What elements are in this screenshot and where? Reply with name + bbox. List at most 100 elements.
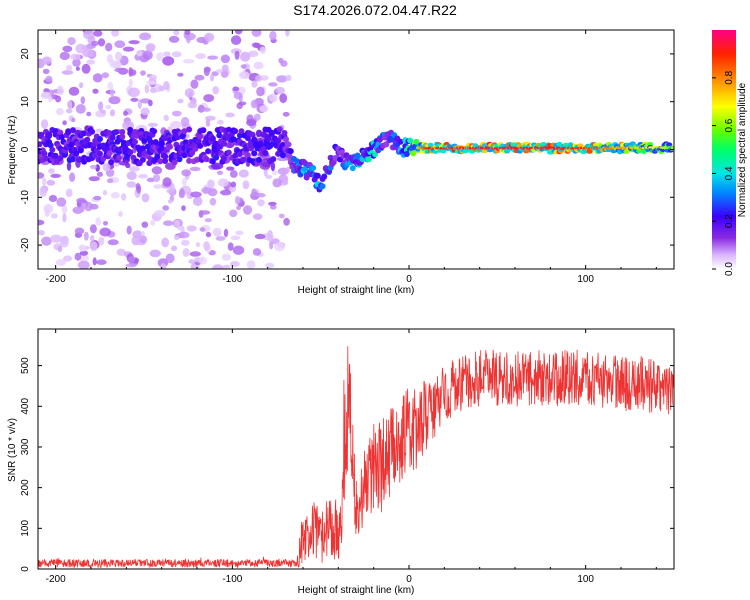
spectrogram-cell (97, 150, 103, 157)
spectrogram-speckle (56, 107, 64, 116)
spectrogram-speckle (92, 88, 99, 94)
spectrogram-speckle (182, 248, 190, 257)
spectrogram-speckle (276, 75, 288, 83)
spectrogram-cell (376, 136, 383, 143)
snr-y-tick-label: 500 (20, 357, 31, 374)
spectrogram-speckle (174, 219, 181, 227)
spectrogram-speckle (59, 51, 70, 61)
spectrogram-speckle (63, 255, 73, 262)
spectrogram-speckle (252, 213, 263, 220)
spectrogram-speckle (42, 177, 47, 187)
spectrogram-speckle (268, 201, 277, 206)
spectrogram-speckle (125, 263, 137, 268)
spectrogram-speckle (41, 119, 49, 129)
spectrogram-speckle (229, 170, 238, 178)
spectrogram-speckle (230, 181, 237, 188)
spectrogram-speckle (267, 233, 273, 242)
spectrogram-speckle (38, 230, 45, 236)
spectrogram-speckle (247, 50, 259, 57)
spectrogram-speckle (203, 67, 210, 76)
spectrogram-cell (38, 131, 45, 138)
spectrogram-speckle (106, 178, 114, 184)
spectrogram-speckle (169, 183, 175, 192)
page-title: S174.2026.072.04.47.R22 (293, 2, 457, 18)
spectrogram-speckle (220, 69, 229, 78)
spectrogram-speckle (93, 30, 103, 37)
spectrogram-cell (109, 134, 116, 141)
spectrogram-speckle (243, 205, 253, 215)
spectrogram-x-tick-label: -100 (222, 274, 242, 285)
spectrogram-speckle (240, 64, 247, 69)
spectrogram-speckle (170, 120, 182, 129)
snr-series-line (38, 346, 674, 569)
spectrogram-cell (127, 126, 134, 133)
spectrogram-cell (221, 140, 227, 147)
spectrogram-speckle (66, 64, 73, 72)
spectrogram-cell (81, 130, 88, 137)
spectrogram-speckle (79, 82, 84, 89)
spectrogram-cell (127, 149, 134, 156)
spectrogram-y-tick-label: -20 (20, 237, 31, 252)
spectrogram-cell (240, 156, 247, 163)
spectrogram-speckle (216, 69, 223, 74)
spectrogram-cell (284, 140, 291, 147)
spectrogram-speckle (178, 188, 185, 198)
spectrogram-cell (147, 139, 154, 146)
spectrogram-cell (540, 142, 547, 147)
spectrogram-cell (268, 129, 275, 136)
spectrogram-y-axis-label: Frequency (Hz) (7, 116, 18, 185)
snr-y-axis-label: SNR (10 * v/v) (7, 418, 18, 482)
spectrogram-speckle (235, 230, 244, 236)
spectrogram-cell (244, 135, 251, 142)
spectrogram-speckle (184, 88, 195, 98)
spectrogram-speckle (110, 192, 120, 199)
spectrogram-speckle (195, 242, 201, 248)
spectrogram-speckle (276, 156, 288, 162)
spectrogram-speckle (57, 245, 63, 253)
spectrogram-speckle (223, 228, 229, 238)
spectrogram-speckle (236, 205, 241, 211)
spectrogram-speckle (282, 176, 288, 185)
spectrogram-cell (179, 133, 186, 140)
spectrogram-speckle (67, 100, 73, 110)
spectrogram-speckle (114, 67, 126, 73)
spectrogram-speckle (69, 172, 76, 182)
spectrogram-speckle (207, 179, 215, 189)
spectrogram-speckle (79, 205, 85, 213)
spectrogram-speckle (177, 225, 182, 231)
spectrogram-cell (244, 152, 251, 159)
spectrogram-speckle (212, 227, 222, 237)
spectrogram-speckle (86, 59, 96, 65)
spectrogram-speckle (217, 178, 229, 187)
spectrogram-cell (640, 149, 647, 154)
spectrogram-y-tick-label: -10 (20, 190, 31, 205)
spectrogram-cell (38, 141, 43, 148)
spectrogram-speckle (123, 110, 128, 116)
spectrogram-speckle (95, 217, 101, 226)
spectrogram-cell (225, 149, 232, 156)
spectrogram-speckle (79, 250, 89, 256)
spectrogram-cell (230, 136, 237, 143)
spectrogram-speckle (259, 105, 269, 113)
spectrogram-speckle (182, 178, 187, 186)
spectrogram-cell (119, 129, 126, 135)
spectrogram-speckle (204, 32, 215, 42)
spectrogram-speckle (163, 220, 174, 226)
spectrogram-cell (176, 156, 183, 163)
spectrogram-speckle (168, 35, 180, 43)
spectrogram-speckle (234, 50, 240, 60)
spectrogram-speckle (108, 96, 121, 105)
spectrogram-speckle (40, 91, 52, 99)
colorbar-tick-label: 0.2 (724, 214, 735, 228)
spectrogram-speckle (187, 101, 198, 109)
spectrogram-speckle (126, 171, 137, 180)
spectrogram-cell (132, 138, 138, 145)
spectrogram-speckle (97, 38, 106, 47)
spectrogram-speckle (57, 85, 64, 96)
spectrogram-speckle (254, 233, 266, 240)
spectrogram-cell (186, 157, 193, 164)
spectrogram-speckle (89, 241, 98, 252)
spectrogram-speckle (201, 187, 212, 194)
spectrogram-cell (119, 133, 126, 140)
